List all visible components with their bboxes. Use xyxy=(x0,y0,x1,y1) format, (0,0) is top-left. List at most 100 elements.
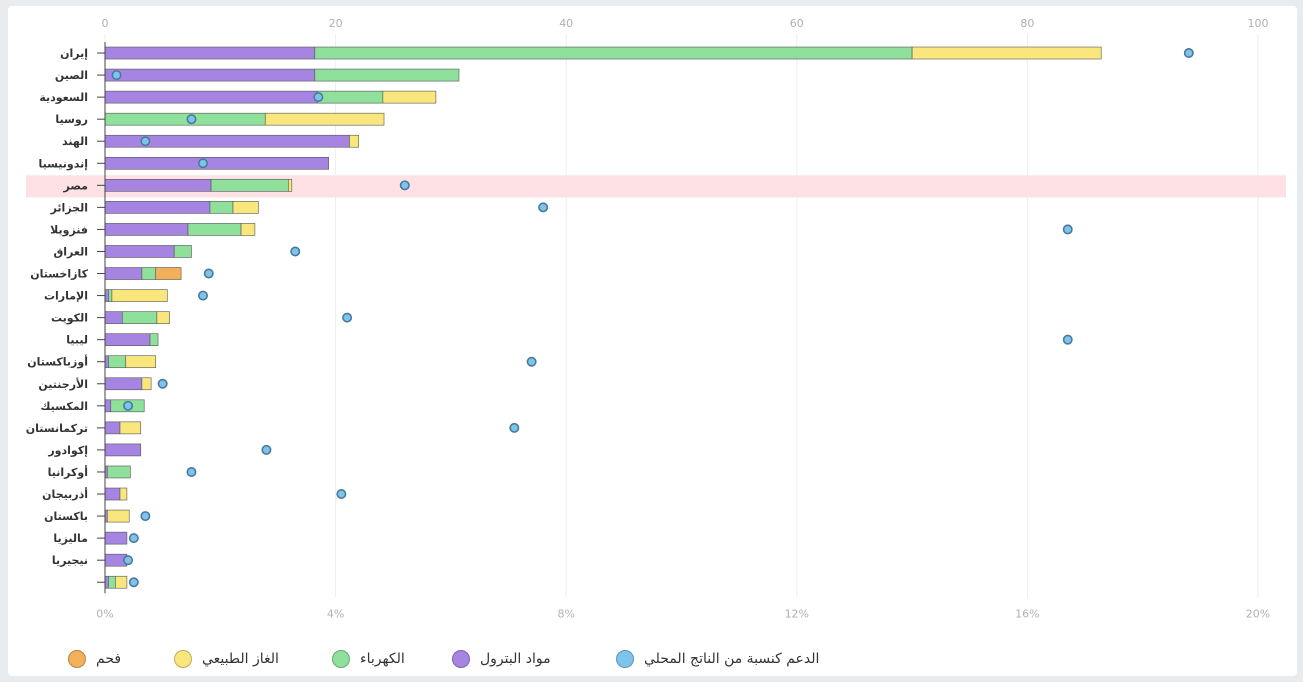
bar-segment[interactable] xyxy=(104,223,189,236)
bar-segment[interactable] xyxy=(104,575,109,589)
bar-segment[interactable] xyxy=(349,134,359,148)
bar-segment[interactable] xyxy=(141,267,157,280)
data-point[interactable] xyxy=(123,555,134,566)
data-point[interactable] xyxy=(198,158,209,169)
data-point[interactable] xyxy=(1062,224,1073,235)
x-tick-label-top: 80 xyxy=(1020,17,1034,30)
legend-item-dots[interactable]: الدعم كنسبة من الناتج المحلي xyxy=(616,648,819,670)
data-point[interactable] xyxy=(186,466,197,477)
bar-segment[interactable] xyxy=(316,90,384,104)
x-tick-label-top: 0 xyxy=(102,17,109,30)
data-point[interactable] xyxy=(290,246,301,257)
data-point[interactable] xyxy=(111,70,122,81)
bar-segment[interactable] xyxy=(288,179,293,192)
x-tick-label-bottom: 0% xyxy=(96,607,113,620)
bar-segment[interactable] xyxy=(104,156,329,170)
bar-segment[interactable] xyxy=(108,289,113,302)
bar-segment[interactable] xyxy=(121,311,158,324)
bar-segment[interactable] xyxy=(104,333,151,346)
bar-segment[interactable] xyxy=(104,179,212,192)
bar-segment[interactable] xyxy=(209,201,234,214)
legend-item-series-1[interactable]: الكهرباء xyxy=(332,648,405,670)
data-point[interactable] xyxy=(186,114,197,125)
x-tick-label-top: 100 xyxy=(1248,17,1269,30)
bar-segment[interactable] xyxy=(104,90,318,104)
category-label: كازاخستان xyxy=(30,268,88,281)
bar-segment[interactable] xyxy=(119,487,128,501)
bar-segment[interactable] xyxy=(187,223,242,236)
data-point[interactable] xyxy=(399,180,410,191)
data-point[interactable] xyxy=(509,422,520,433)
legend-swatch-series-3 xyxy=(68,650,86,668)
x-tick-label-bottom: 8% xyxy=(557,607,574,620)
bar-segment[interactable] xyxy=(111,289,168,302)
bar-segment[interactable] xyxy=(264,112,385,126)
category-label: السعودية xyxy=(39,91,88,104)
data-point[interactable] xyxy=(538,202,549,213)
bar-segment[interactable] xyxy=(115,575,128,589)
data-point[interactable] xyxy=(123,400,134,411)
bar-segment[interactable] xyxy=(104,267,143,280)
data-point[interactable] xyxy=(261,444,272,455)
bar-segment[interactable] xyxy=(240,223,256,236)
bar-segment[interactable] xyxy=(104,443,142,457)
legend-item-series-3[interactable]: فحم xyxy=(68,648,121,670)
bar-segment[interactable] xyxy=(104,377,143,391)
bar-segment[interactable] xyxy=(911,46,1102,60)
bar-segment[interactable] xyxy=(155,267,182,280)
bar-segment[interactable] xyxy=(125,355,157,369)
data-point[interactable] xyxy=(1062,334,1073,345)
bar-segment[interactable] xyxy=(232,201,259,214)
category-label: الصين xyxy=(55,69,88,82)
category-label: فنزويلا xyxy=(50,223,88,236)
bar-segment[interactable] xyxy=(210,179,289,192)
bar-segment[interactable] xyxy=(314,68,460,82)
data-point[interactable] xyxy=(336,489,347,500)
bar-segment[interactable] xyxy=(149,333,159,346)
bar-segment[interactable] xyxy=(104,68,316,82)
bar-segment[interactable] xyxy=(108,355,127,369)
data-point[interactable] xyxy=(1183,48,1194,59)
data-point[interactable] xyxy=(140,511,151,522)
data-point[interactable] xyxy=(140,136,151,147)
dots xyxy=(111,48,1194,588)
bar-segment[interactable] xyxy=(104,245,175,258)
data-point[interactable] xyxy=(526,356,537,367)
data-point[interactable] xyxy=(313,92,324,103)
bar-segment[interactable] xyxy=(104,531,128,545)
data-point[interactable] xyxy=(342,312,353,323)
category-label: ليبيا xyxy=(66,334,88,347)
legend-item-series-2[interactable]: الغاز الطبيعي xyxy=(174,648,279,670)
data-point[interactable] xyxy=(128,577,139,588)
bar-segment[interactable] xyxy=(104,112,266,126)
bar-segment[interactable] xyxy=(108,575,116,589)
bar-segment[interactable] xyxy=(104,355,109,369)
x-tick-label-bottom: 20% xyxy=(1246,607,1270,620)
bar-segment[interactable] xyxy=(104,289,109,302)
bar-segment[interactable] xyxy=(107,509,130,523)
bar-segment[interactable] xyxy=(104,487,121,501)
data-point[interactable] xyxy=(198,290,209,301)
x-tick-label-bottom: 16% xyxy=(1015,607,1039,620)
bar-segment[interactable] xyxy=(382,90,437,104)
bar-segment[interactable] xyxy=(156,311,170,324)
bar-segment[interactable] xyxy=(104,201,211,214)
bar-segment[interactable] xyxy=(107,465,131,479)
bar-segment[interactable] xyxy=(104,46,316,60)
bar-segment[interactable] xyxy=(314,46,913,60)
bar-segment[interactable] xyxy=(104,399,112,413)
legend-label-series-0: مواد البترول xyxy=(480,651,551,667)
legend-item-series-0[interactable]: مواد البترول xyxy=(452,648,551,670)
bar-segment[interactable] xyxy=(141,377,152,391)
category-label: روسيا xyxy=(55,113,88,126)
category-label: ماليزيا xyxy=(53,532,88,545)
bar-segment[interactable] xyxy=(104,421,121,435)
category-label: المكسيك xyxy=(40,400,88,413)
data-point[interactable] xyxy=(128,533,139,544)
bar-segment[interactable] xyxy=(104,311,123,324)
bar-segment[interactable] xyxy=(119,421,142,435)
bar-segment[interactable] xyxy=(173,245,192,258)
data-point[interactable] xyxy=(203,268,214,279)
x-tick-label-top: 20 xyxy=(329,17,343,30)
data-point[interactable] xyxy=(157,378,168,389)
